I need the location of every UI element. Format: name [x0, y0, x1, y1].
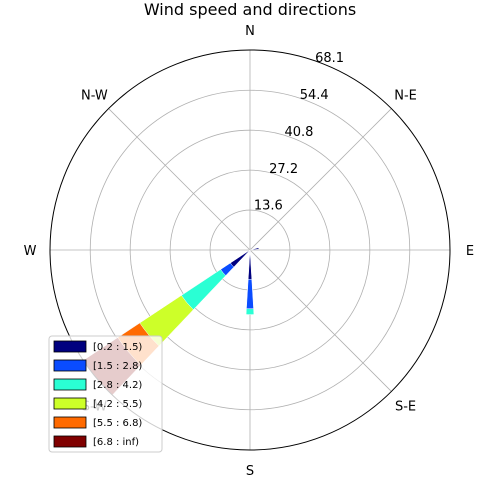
legend-swatch	[53, 397, 87, 410]
legend-box	[48, 335, 163, 453]
grid-spoke	[249, 108, 392, 251]
legend-label: [1.5 : 2.8)	[93, 361, 142, 372]
legend-label: [4.2 : 5.5)	[93, 399, 142, 410]
axis-labels: NN-EES-ESS-WWN-W13.627.240.854.468.1	[24, 24, 475, 479]
legend-label: [5.5 : 6.8)	[93, 418, 142, 429]
legend-label: [0.2 : 1.5)	[93, 342, 142, 353]
direction-label: W	[24, 244, 37, 259]
direction-label: N	[245, 24, 255, 39]
legend-swatch	[53, 378, 87, 391]
outer-ring	[49, 49, 451, 451]
legend: [0.2 : 1.5) [1.5 : 2.8) [2.8 : 4.2) [4.2 : …	[48, 335, 163, 453]
wind-bar	[249, 247, 260, 251]
polar-frame	[49, 49, 451, 451]
direction-label: N-E	[394, 88, 417, 103]
legend-swatch	[53, 416, 87, 429]
grid-spoke	[249, 249, 392, 392]
radial-tick-label: 40.8	[284, 125, 313, 140]
radial-tick-label: 13.6	[254, 199, 283, 214]
direction-label: S-E	[395, 400, 416, 415]
legend-label: [6.8 : inf)	[93, 437, 139, 448]
grid-spoke	[108, 108, 251, 251]
legend-label: [2.8 : 4.2)	[93, 380, 142, 391]
legend-swatch	[53, 435, 87, 448]
wind-bar	[247, 249, 253, 280]
direction-label: S	[246, 464, 254, 479]
direction-label: N-W	[81, 88, 108, 103]
radial-tick-label: 54.4	[300, 88, 329, 103]
legend-swatch	[53, 340, 87, 353]
direction-label: E	[466, 244, 474, 259]
radial-tick-label: 27.2	[269, 162, 298, 177]
chart-title: Wind speed and directions	[144, 0, 356, 19]
radial-tick-label: 68.1	[315, 51, 344, 66]
wind-bar	[230, 249, 251, 268]
legend-swatch	[53, 359, 87, 372]
